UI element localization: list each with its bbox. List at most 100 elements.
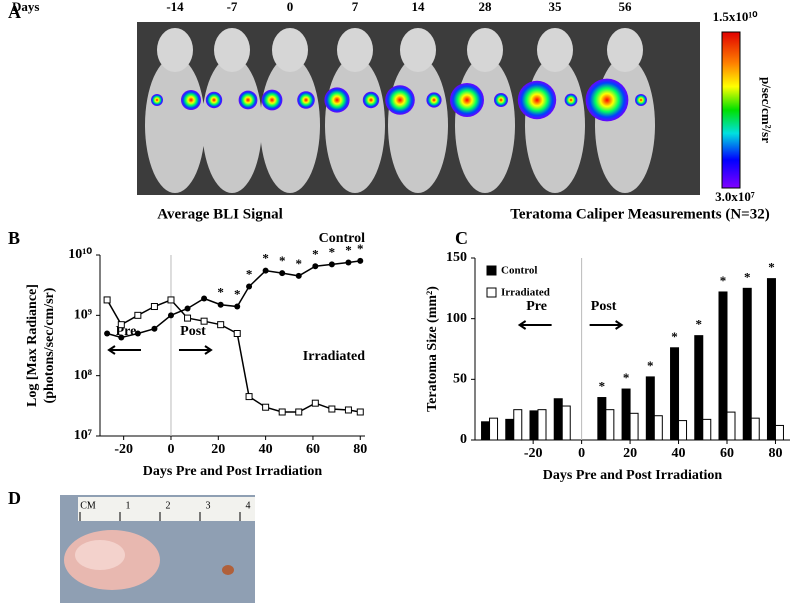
teratoma-highlight: [75, 540, 125, 570]
bar: [605, 409, 615, 441]
arrow: [178, 345, 213, 355]
mouse-head: [214, 28, 250, 72]
point: [234, 303, 241, 310]
panel-label: C: [455, 228, 468, 248]
mouse-head: [467, 28, 503, 72]
point: [200, 317, 208, 325]
mouse-body: [595, 57, 655, 193]
significance: *: [217, 285, 224, 300]
point: [233, 329, 241, 337]
bar: [774, 424, 784, 441]
ruler: [78, 497, 255, 521]
x-tick-label: 0: [167, 442, 174, 457]
y-axis-label: Teratoma Size (mm²): [425, 286, 440, 412]
ruler-label: 1: [126, 500, 131, 511]
bar: [678, 420, 688, 441]
point: [217, 321, 225, 329]
ruler-label: 3: [206, 500, 211, 511]
significance: *: [696, 317, 703, 332]
significance: *: [296, 256, 303, 271]
point: [118, 334, 125, 341]
color-bar: [721, 31, 741, 189]
point: [311, 399, 319, 407]
chart-title: Teratoma Caliper Measurements (N=32): [510, 206, 769, 222]
bar: [702, 418, 712, 441]
significance: *: [312, 246, 319, 261]
day-label: 14: [412, 0, 426, 14]
signal: [297, 91, 315, 109]
point: [201, 295, 208, 302]
point: [312, 263, 319, 270]
y-axis-label: (photons/sec/cm/sr): [42, 287, 57, 403]
significance: *: [234, 287, 241, 302]
significance: *: [279, 253, 286, 268]
signal: [205, 91, 223, 109]
day-label: 56: [619, 0, 633, 14]
mouse-head: [272, 28, 308, 72]
point: [328, 261, 335, 268]
panel-label: B: [8, 228, 20, 248]
point: [184, 314, 192, 322]
bar: [726, 411, 736, 441]
annotation: Post: [180, 324, 206, 339]
day-label: 7: [352, 0, 359, 14]
legend-swatch: [486, 265, 497, 276]
y-tick-label: 50: [453, 372, 467, 387]
point: [104, 330, 111, 337]
bar: [694, 335, 704, 441]
signal: [238, 90, 258, 110]
significance: *: [720, 273, 727, 288]
days-label: Days: [12, 0, 39, 14]
chart-title: Average BLI Signal: [157, 206, 283, 222]
annotation: Post: [591, 299, 617, 314]
bar: [513, 409, 523, 441]
bar: [621, 388, 631, 441]
point: [328, 405, 336, 413]
x-tick-label: 40: [672, 446, 686, 461]
mouse-body: [455, 57, 515, 193]
point: [134, 311, 142, 319]
y-tick-label: 100: [446, 311, 467, 326]
mouse-body: [202, 57, 262, 193]
bar: [561, 405, 571, 441]
mouse-body: [145, 57, 205, 193]
significance: *: [262, 251, 269, 266]
point: [245, 393, 253, 401]
point: [184, 305, 191, 312]
ruler-label: CM: [80, 500, 96, 511]
significance: *: [345, 243, 352, 258]
legend-swatch: [486, 287, 497, 298]
mouse-head: [337, 28, 373, 72]
x-tick-label: 40: [259, 442, 273, 457]
mouse-body: [260, 57, 320, 193]
significance: *: [329, 244, 336, 259]
signal: [564, 93, 578, 107]
x-tick-label: 60: [720, 446, 734, 461]
signal: [181, 90, 201, 110]
bar: [742, 287, 752, 441]
ruler-label: 4: [246, 500, 251, 511]
point: [278, 408, 286, 416]
y-tick-label: 10¹⁰: [68, 247, 92, 262]
bar: [481, 421, 491, 441]
signal: [585, 78, 629, 122]
x-tick-label: 20: [623, 446, 637, 461]
bar: [750, 417, 760, 441]
point: [345, 259, 352, 266]
y-tick-label: 10⁷: [74, 428, 92, 443]
bar: [597, 397, 607, 441]
signal: [362, 91, 380, 109]
significance: *: [246, 267, 253, 282]
x-tick-label: -20: [114, 442, 133, 457]
significance: *: [599, 379, 606, 394]
point: [150, 303, 158, 311]
signal: [450, 83, 484, 117]
y-tick-label: 10⁹: [74, 308, 92, 323]
bar: [629, 412, 639, 441]
panel-label: A: [8, 2, 21, 22]
bar: [718, 291, 728, 441]
significance: *: [623, 370, 630, 385]
point: [357, 257, 364, 264]
mouse-head: [400, 28, 436, 72]
